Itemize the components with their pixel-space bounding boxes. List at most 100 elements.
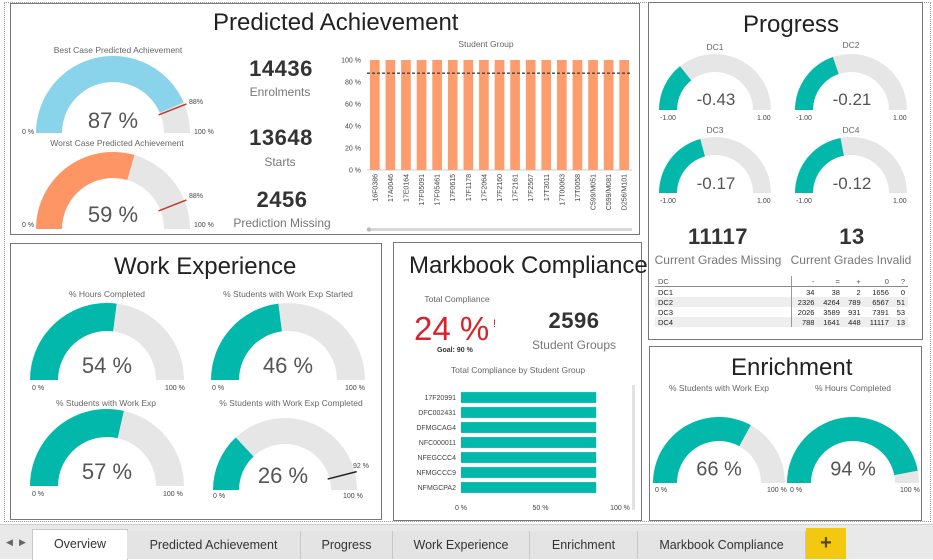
bar[interactable] — [461, 392, 597, 403]
column-header-unknown[interactable]: ? — [891, 276, 908, 287]
y-tick-label: NFMGCPA2 — [418, 485, 456, 492]
x-tick-label: 16F0386 — [372, 174, 379, 202]
work-experience-title: Work Experience — [114, 253, 297, 280]
x-tick-label: C599/M051 — [591, 174, 598, 210]
table-row[interactable]: DC2 2326 4264 789 6567 51 — [655, 297, 908, 307]
table-cell: DC3 — [655, 307, 792, 317]
worst-case-target: 88% — [189, 193, 204, 200]
bar[interactable] — [510, 60, 520, 170]
column-header-dc[interactable]: DC — [655, 276, 792, 287]
tab-overview[interactable]: Overview — [32, 529, 128, 560]
bar[interactable] — [461, 437, 597, 448]
bar[interactable] — [385, 60, 396, 170]
y-tick-label: DFC002431 — [418, 410, 456, 417]
best-case-gauge[interactable] — [0, 0, 190, 133]
gauge-track — [213, 418, 357, 490]
dc1-gauge[interactable] — [0, 0, 771, 110]
column-header-minus[interactable]: - — [791, 276, 818, 287]
scroll-left-icon[interactable]: ◀ — [6, 537, 13, 547]
bar[interactable] — [619, 60, 630, 170]
table-cell: 3589 — [823, 307, 840, 317]
tab-enrichment[interactable]: Enrichment — [530, 531, 638, 559]
tab-markbook-compliance[interactable]: Markbook Compliance — [638, 531, 806, 559]
dc4-gauge[interactable] — [0, 0, 907, 193]
bar[interactable] — [463, 60, 474, 170]
add-page-button[interactable]: + — [806, 528, 846, 559]
student-group-bar-chart[interactable]: 0 % 20 % 40 % 60 % 80 % 100 % 16F0386 17A0046 17… — [0, 0, 632, 232]
x-tick-label: 17T0058 — [575, 174, 582, 202]
table-cell: 13 — [891, 317, 908, 327]
column-header-equal[interactable]: = — [817, 276, 843, 287]
gauge-fill — [659, 138, 705, 193]
bar[interactable] — [447, 60, 458, 170]
grades-missing-value: 11117 — [687, 224, 749, 249]
dc-grades-table[interactable]: DC - = + 0 ? DC1 34 38 2 1656 0 DC2 2326 4264 789… — [655, 276, 908, 327]
gauge-fill — [787, 417, 918, 483]
enrichment-work-exp-value: 66 % — [696, 458, 742, 481]
students-with-work-exp-gauge[interactable] — [0, 0, 184, 486]
table-cell: 34 — [806, 287, 815, 297]
work-exp-started-gauge[interactable] — [0, 0, 365, 380]
x-tick-label: 17F05091 — [419, 174, 426, 206]
enrichment-hours-gauge[interactable] — [0, 0, 919, 483]
table-row[interactable]: DC4 788 1641 448 11117 13 — [655, 317, 908, 327]
bar[interactable] — [557, 60, 567, 170]
table-cell: 2 — [856, 287, 861, 297]
table-row[interactable]: DC1 34 38 2 1656 0 — [655, 286, 908, 297]
table-cell: 1641 — [817, 317, 843, 327]
bar[interactable] — [541, 60, 552, 170]
table-cell: 53 — [896, 307, 905, 317]
compliance-by-group-chart[interactable]: 17F20991 DFC002431 DFMGCAG4 NFC000011 NFEGCC… — [0, 0, 635, 512]
markbook-compliance-title: Markbook Compliance — [409, 252, 648, 279]
bar[interactable] — [461, 407, 597, 418]
worst-case-gauge[interactable] — [0, 0, 190, 229]
x-tick-label: 17T00063 — [559, 174, 566, 206]
students-with-work-exp-value: 57 % — [81, 459, 133, 484]
column-header-zero[interactable]: 0 — [863, 276, 892, 287]
students-with-work-exp-min: 0 % — [32, 491, 45, 498]
enrichment-hours-max: 100 % — [900, 487, 920, 494]
bar[interactable] — [461, 482, 597, 493]
best-case-target: 88% — [189, 99, 204, 106]
enrichment-work-exp-gauge[interactable] — [0, 0, 785, 483]
bar[interactable] — [494, 60, 505, 170]
bar[interactable] — [416, 60, 427, 170]
enrichment-hours-min: 0 % — [790, 487, 803, 494]
prediction-missing-value: 2456 — [256, 187, 308, 212]
hours-completed-min: 0 % — [32, 385, 45, 392]
dc3-gauge[interactable] — [0, 0, 771, 193]
bar[interactable] — [369, 60, 380, 170]
chart-scrollbar[interactable] — [367, 228, 632, 231]
tab-work-experience[interactable]: Work Experience — [393, 531, 530, 559]
enrichment-hours-label: % Hours Completed — [814, 383, 892, 393]
gauge-fill — [36, 152, 135, 229]
enrichment-work-exp-max: 100 % — [767, 487, 787, 494]
y-tick-label: NFEGCCC4 — [417, 455, 456, 462]
bar[interactable] — [479, 60, 489, 170]
bar[interactable] — [603, 60, 614, 170]
bar[interactable] — [432, 60, 442, 170]
gauge-target-marker — [327, 470, 357, 480]
bar[interactable] — [461, 467, 597, 478]
chart-scrollbar[interactable] — [632, 385, 635, 510]
x-tick-label: 17F05461 — [435, 174, 442, 206]
tab-predicted-achievement[interactable]: Predicted Achievement — [127, 531, 301, 559]
hours-completed-gauge[interactable] — [0, 0, 184, 380]
table-header-row: DC - = + 0 ? — [655, 276, 908, 287]
column-header-plus[interactable]: + — [842, 276, 864, 287]
bar[interactable] — [401, 60, 411, 170]
work-exp-completed-gauge[interactable] — [0, 0, 357, 490]
dc4-max: 1.00 — [893, 198, 907, 205]
bar[interactable] — [572, 60, 583, 170]
bar[interactable] — [588, 60, 598, 170]
bar[interactable] — [525, 60, 536, 170]
scroll-right-icon[interactable]: ▶ — [19, 537, 26, 547]
tab-progress[interactable]: Progress — [301, 531, 393, 559]
dc3-gauge-label: DC3 — [706, 125, 724, 135]
bar[interactable] — [461, 422, 597, 433]
dc2-max: 1.00 — [893, 115, 907, 122]
dc2-gauge[interactable] — [0, 0, 907, 110]
work-exp-completed-label: % Students with Work Exp Completed — [219, 398, 363, 408]
table-row[interactable]: DC3 2026 3589 931 7391 53 — [655, 307, 908, 317]
bar[interactable] — [461, 452, 597, 463]
